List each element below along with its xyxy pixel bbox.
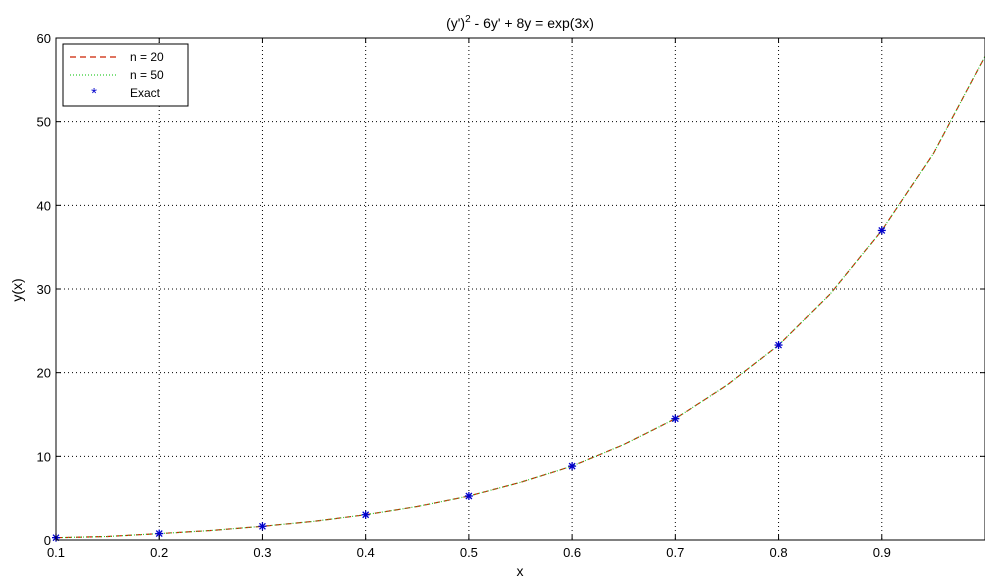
chart-title-sup: 2 bbox=[465, 14, 471, 25]
legend-label-exact: Exact bbox=[130, 86, 161, 100]
y-tick-label: 0 bbox=[44, 533, 51, 548]
x-tick-label: 0.4 bbox=[357, 545, 375, 560]
exact-marker bbox=[258, 522, 267, 531]
x-tick-label: 0.7 bbox=[666, 545, 684, 560]
x-tick-label: 0.3 bbox=[253, 545, 271, 560]
legend: n = 20 n = 50 * Exact bbox=[62, 43, 189, 107]
y-axis-label: y(x) bbox=[9, 278, 25, 301]
legend-marker-exact: * bbox=[91, 85, 97, 102]
grid-lines bbox=[56, 38, 985, 540]
x-axis-label: x bbox=[517, 563, 524, 578]
series-layer bbox=[52, 56, 985, 542]
x-tick-label: 0.1 bbox=[47, 545, 65, 560]
legend-label-n50: n = 50 bbox=[130, 68, 164, 82]
y-tick-label: 20 bbox=[37, 366, 51, 381]
y-tick-label: 30 bbox=[37, 282, 51, 297]
chart-title: (y')2 - 6y' + 8y = exp(3x) bbox=[446, 14, 594, 31]
legend-box bbox=[62, 43, 189, 107]
exact-marker bbox=[464, 491, 473, 500]
exact-marker-stroke bbox=[155, 530, 163, 538]
y-tick-label: 40 bbox=[37, 198, 51, 213]
legend-label-n20: n = 20 bbox=[130, 50, 164, 64]
y-tick-label: 10 bbox=[37, 449, 51, 464]
x-tick-label: 0.2 bbox=[150, 545, 168, 560]
x-tick-label: 0.9 bbox=[873, 545, 891, 560]
x-tick-label: 0.8 bbox=[770, 545, 788, 560]
chart-title-rest: - 6y' + 8y = exp(3x) bbox=[471, 15, 594, 31]
exact-marker bbox=[774, 341, 783, 350]
exact-marker bbox=[877, 226, 886, 235]
exact-marker-stroke bbox=[362, 511, 370, 519]
x-tick-label: 0.5 bbox=[460, 545, 478, 560]
exact-marker bbox=[671, 414, 680, 423]
y-tick-label: 50 bbox=[37, 115, 51, 130]
exact-marker-stroke bbox=[568, 462, 576, 470]
x-tick-label: 0.6 bbox=[563, 545, 581, 560]
exact-marker bbox=[568, 462, 577, 471]
tick-layer: 0.1 0.2 0.3 0.4 0.5 0.6 0.7 0.8 0.9 0 10 20 30 40 50 60 bbox=[37, 31, 985, 560]
series-line-n20 bbox=[55, 56, 985, 539]
exact-marker bbox=[361, 510, 370, 519]
exact-marker-stroke bbox=[878, 226, 886, 234]
chart-title-base: (y') bbox=[446, 15, 465, 31]
exact-marker-stroke bbox=[258, 522, 266, 530]
exact-marker-stroke bbox=[465, 492, 473, 500]
exact-marker bbox=[155, 529, 164, 538]
exact-marker-stroke bbox=[671, 415, 679, 423]
exact-marker-stroke bbox=[775, 341, 783, 349]
y-tick-label: 60 bbox=[37, 31, 51, 46]
series-line-n50 bbox=[55, 56, 985, 539]
